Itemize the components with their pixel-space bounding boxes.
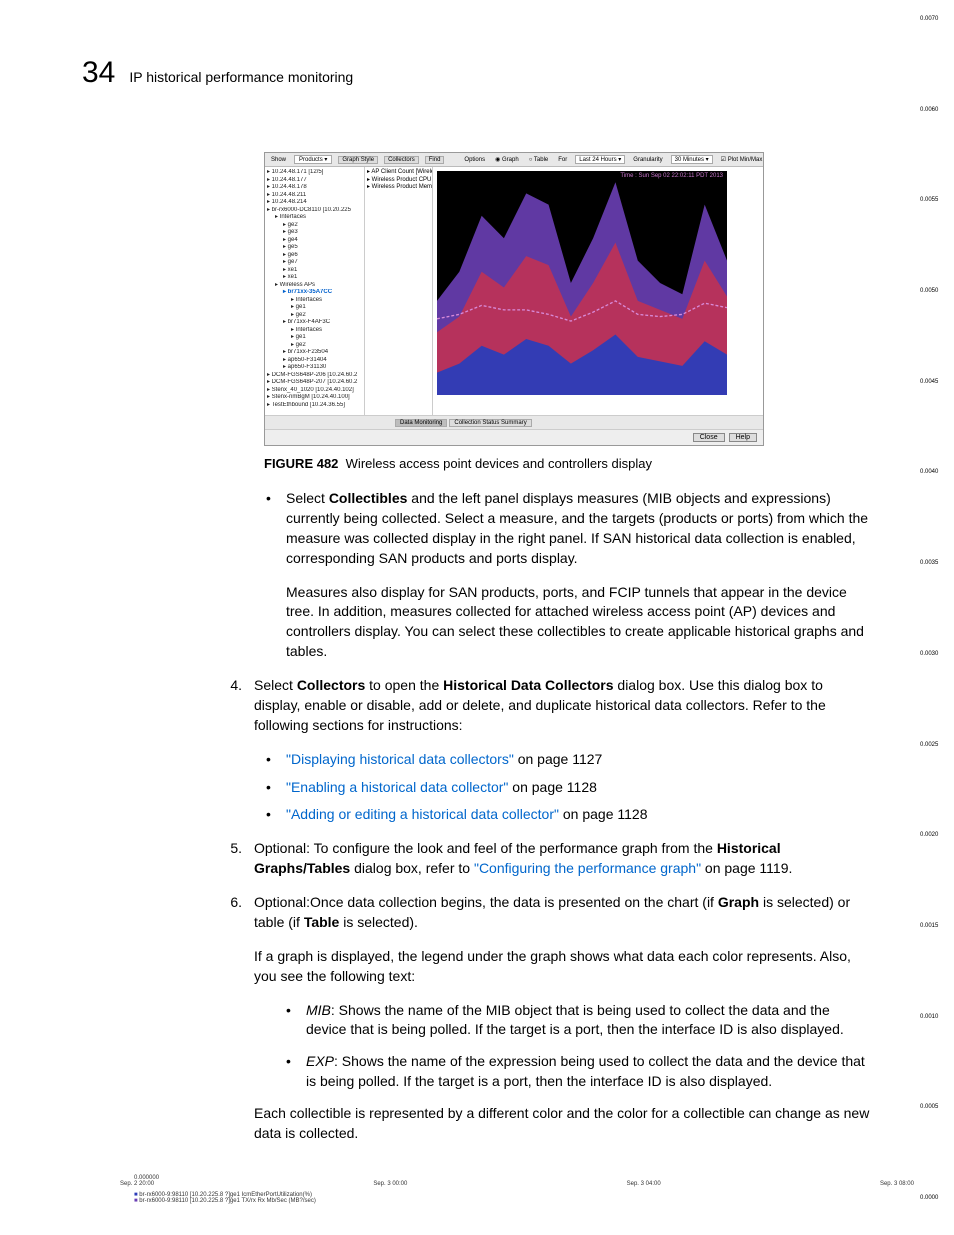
plot-checkbox[interactable]: ☑ Plot Min/Max [719,156,764,163]
chapter-title: IP historical performance monitoring [129,69,353,85]
mib-explanation: MIB: Shows the name of the MIB object th… [306,1001,872,1041]
step-6-text: Optional:Once data collection begins, th… [254,893,872,933]
chart-timestamp: Time : Sun Sep 02 22:02:11 PDT 2013 [620,173,723,179]
link-displaying-collectors[interactable]: "Displaying historical data collectors" … [286,750,602,770]
table-radio[interactable]: ○ Table [527,157,551,163]
show-label: Show [269,157,288,163]
range-dropdown[interactable]: Last 24 Hours ▾ [575,155,625,164]
close-button[interactable]: Close [693,433,725,442]
legend-explanation: If a graph is displayed, the legend unde… [254,947,872,987]
step-5-number: 5. [222,839,242,879]
link-enabling-collector[interactable]: "Enabling a historical data collector" o… [286,778,597,798]
collectors-button[interactable]: Collectors [384,156,419,164]
step-5-text: Optional: To configure the look and feel… [254,839,872,879]
granularity-dropdown[interactable]: 30 Minutes ▾ [671,155,713,164]
step-6-number: 6. [222,893,242,933]
bullet-marker: • [286,1001,296,1041]
collectible-color-note: Each collectible is represented by a dif… [254,1104,872,1144]
link-configuring-graph[interactable]: "Configuring the performance graph" [474,860,701,876]
find-button[interactable]: Find [425,156,445,164]
bullet-marker: • [286,1052,296,1092]
step-4-text: Select Collectors to open the Historical… [254,676,872,736]
graph-style-button[interactable]: Graph Style [338,156,378,164]
options-label: Options [462,157,487,163]
step-4-number: 4. [222,676,242,736]
figure-screenshot: Show Products ▾ Graph Style Collectors F… [264,152,872,446]
bullet-marker: • [266,778,276,798]
device-tree-panel[interactable]: ▸ 10.24.48.171 [12/5]▸ 10.24.48.177▸ 10.… [265,167,365,415]
bullet-marker: • [266,489,276,662]
bullet-marker: • [266,805,276,825]
exp-explanation: EXP: Shows the name of the expression be… [306,1052,872,1092]
measures-panel[interactable]: ▸ AP Client Count [Wireless]▸ Wireless P… [365,167,433,415]
for-label: For [556,157,569,163]
screenshot-tabs: Data Monitoring Collection Status Summar… [265,415,763,429]
tab-collection-status[interactable]: Collection Status Summary [449,419,531,427]
screenshot-top-toolbar: Show Products ▾ Graph Style Collectors F… [265,153,763,167]
bullet-marker: • [266,750,276,770]
link-adding-collector[interactable]: "Adding or editing a historical data col… [286,805,647,825]
help-button[interactable]: Help [729,433,757,442]
performance-chart: Time : Sun Sep 02 22:02:11 PDT 2013 [437,171,727,395]
granularity-label: Granularity [631,157,664,163]
page-number: 34 [82,56,115,90]
products-dropdown[interactable]: Products ▾ [294,155,332,164]
collectibles-paragraph: Select Collectibles and the left panel d… [286,489,872,662]
figure-caption: FIGURE 482 Wireless access point devices… [264,456,872,471]
graph-radio[interactable]: ◉ Graph [493,156,521,163]
tab-data-monitoring[interactable]: Data Monitoring [395,419,447,427]
